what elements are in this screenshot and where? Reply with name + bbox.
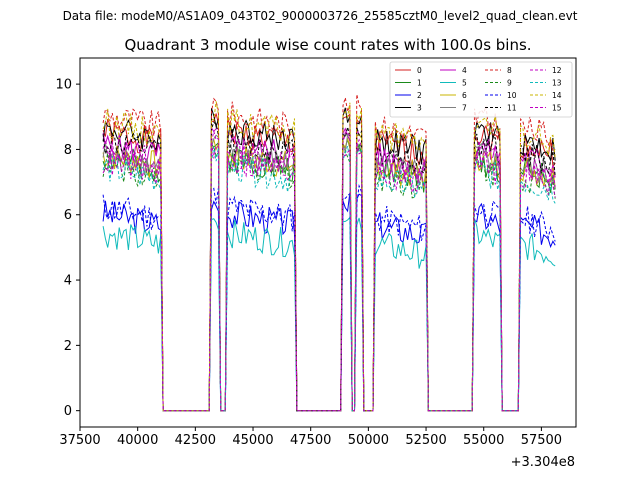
y-tick-label: 8 (64, 143, 72, 158)
y-axis: 0 2 4 6 8 10 (55, 78, 80, 419)
series-layer (102, 94, 556, 412)
legend-label-5: 5 (462, 79, 467, 88)
legend-label-12: 12 (552, 66, 562, 75)
y-tick-label: 10 (55, 78, 72, 93)
x-tick-label: 37500 (59, 433, 100, 448)
chart-suptitle: Data file: modeM0/AS1A09_043T02_90000037… (63, 9, 578, 23)
legend-label-13: 13 (552, 79, 562, 88)
legend-label-6: 6 (462, 91, 467, 100)
legend-label-4: 4 (462, 66, 467, 75)
chart-title: Quadrant 3 module wise count rates with … (124, 36, 531, 54)
x-axis: 37500 40000 42500 45000 47500 50000 52500 55000… (59, 427, 562, 448)
y-tick-label: 6 (64, 208, 72, 223)
y-tick-label: 2 (64, 339, 72, 354)
legend-label-8: 8 (507, 66, 512, 75)
x-tick-label: 55000 (463, 433, 504, 448)
legend-label-14: 14 (552, 91, 562, 100)
x-tick-label: 50000 (348, 433, 389, 448)
y-tick-label: 0 (64, 404, 72, 419)
plot-frame (79, 57, 577, 428)
legend-label-2: 2 (417, 91, 422, 100)
x-tick-label: 57500 (521, 433, 562, 448)
legend-label-3: 3 (417, 104, 422, 113)
x-tick-label: 45000 (232, 433, 273, 448)
series-line-15 (102, 141, 556, 412)
x-tick-label: 40000 (117, 433, 158, 448)
legend-label-0: 0 (417, 66, 422, 75)
legend-label-15: 15 (552, 104, 562, 113)
x-tick-label: 47500 (290, 433, 331, 448)
y-tick-label: 4 (64, 274, 72, 289)
legend-label-9: 9 (507, 79, 512, 88)
x-tick-label: 52500 (405, 433, 446, 448)
x-tick-label: 42500 (175, 433, 216, 448)
legend-label-1: 1 (417, 79, 422, 88)
legend-label-11: 11 (507, 104, 517, 113)
x-offset-label: +3.304e8 (511, 455, 575, 470)
legend-label-10: 10 (507, 91, 517, 100)
legend-label-7: 7 (462, 104, 467, 113)
legend-box (389, 61, 573, 118)
